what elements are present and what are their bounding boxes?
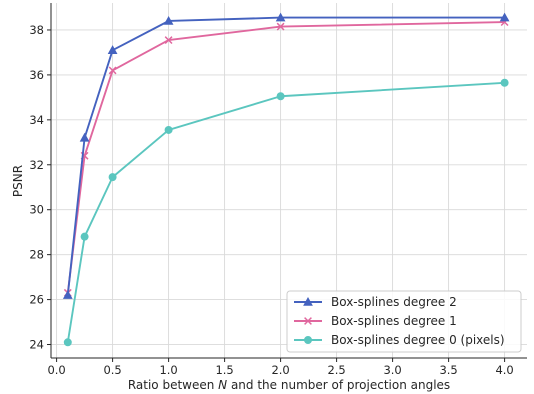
series-1 [62, 12, 510, 299]
data-point [63, 338, 72, 347]
y-tick-label: 28 [29, 248, 44, 262]
y-ticks: 24 26 28 30 32 34 36 38 [29, 23, 51, 352]
x-ticks: 0.0 0.5 1.0 1.5 2.0 2.5 3.0 3.5 4.0 [47, 358, 514, 377]
y-tick-label: 38 [29, 23, 44, 37]
x-tick-label: 3.0 [383, 363, 401, 377]
y-tick-label: 26 [29, 293, 44, 307]
grid [51, 3, 527, 358]
data-point [107, 45, 118, 54]
x-tick-label: 2.5 [327, 363, 345, 377]
data-point [276, 22, 285, 31]
legend-label: Box-splines degree 1 [331, 314, 457, 328]
legend-box [286, 290, 522, 353]
y-tick-label: 30 [29, 203, 44, 217]
data-point [79, 132, 90, 142]
legend-marker [304, 317, 312, 325]
x-tick-label: 3.5 [439, 363, 457, 377]
y-tick-label: 24 [29, 338, 44, 352]
series-layer [62, 12, 510, 347]
data-point [500, 78, 509, 87]
series-line [66, 16, 505, 296]
data-point [163, 15, 174, 25]
y-tick-label: 32 [29, 158, 44, 172]
data-point [499, 12, 510, 22]
x-tick-label: 0.0 [47, 363, 65, 377]
y-tick-label: 36 [29, 68, 44, 82]
data-point [108, 173, 117, 182]
x-tick-label: 4.0 [495, 363, 513, 377]
series-3 [63, 78, 509, 347]
data-point [108, 66, 117, 75]
legend: Box-splines degree 2 Box-splines degree 1… [286, 290, 522, 353]
data-point [164, 125, 173, 134]
x-tick-label: 1.0 [159, 363, 177, 377]
x-tick-label: 1.5 [215, 363, 233, 377]
data-point [62, 290, 73, 299]
x-tick-label: 0.5 [103, 363, 121, 377]
data-point [276, 92, 285, 101]
data-point [80, 232, 89, 241]
y-axis-label: PSNR [11, 165, 25, 197]
y-tick-label: 34 [29, 113, 44, 127]
legend-label: Box-splines degree 2 [331, 295, 457, 309]
data-point [164, 36, 173, 45]
legend-marker [303, 335, 312, 344]
x-tick-label: 2.0 [271, 363, 289, 377]
series-line [66, 81, 505, 343]
x-axis-label: Ratio between N and the number of projec… [128, 378, 450, 392]
data-point [275, 12, 286, 22]
legend-label: Box-splines degree 0 (pixels) [331, 333, 505, 347]
legend-marker [303, 296, 313, 306]
series-line [66, 21, 505, 293]
axes [50, 3, 527, 359]
